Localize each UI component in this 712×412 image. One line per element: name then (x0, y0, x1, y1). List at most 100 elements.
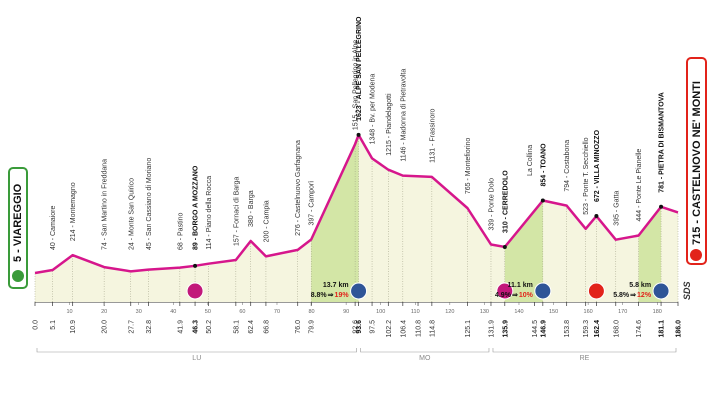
x-tick-label: 135.9 (502, 320, 509, 338)
x-tick-label: 41.9 (177, 320, 184, 334)
x-tick-label: 162.4 (594, 320, 601, 338)
x-tick-label: 174.6 (636, 320, 643, 338)
x-minor-label: 90 (343, 309, 349, 315)
x-minor-label: 150 (549, 309, 558, 315)
x-tick-label: 32.8 (146, 320, 153, 334)
waypoint-label: 397 - Camporì (309, 181, 316, 226)
x-minor-label: 170 (618, 309, 627, 315)
x-minor-label: 50 (205, 309, 211, 315)
x-tick-label: 27.7 (128, 320, 135, 334)
x-tick-label: 46.3 (193, 320, 200, 334)
waypoint-label: 114 - Piano della Rocca (206, 176, 213, 250)
region-bracket (36, 348, 357, 353)
waypoint-label: 1623 - ALPE SAN PELLEGRINO (356, 16, 363, 121)
x-tick-label: 146.9 (540, 320, 547, 338)
x-minor-label: 100 (376, 309, 385, 315)
finish-icon (690, 249, 702, 261)
x-tick-label: 102.2 (386, 320, 393, 338)
x-minor-label: 30 (136, 309, 142, 315)
finish-box (686, 57, 707, 265)
x-minor-label: 40 (170, 309, 176, 315)
waypoint-label: 89 - BORGO A MOZZANO (193, 165, 200, 250)
waypoint-dot (356, 132, 361, 137)
gradient-max: 12% (637, 292, 652, 299)
waypoint-label: 444 - Ponte Le Pianelle (636, 149, 643, 222)
climb-gradient: 5.8%⇒12% (613, 292, 652, 299)
x-tick-label: 125.1 (465, 320, 472, 338)
climb-length: 11.1 km (508, 282, 533, 289)
x-minor-label: 20 (101, 309, 107, 315)
waypoint-label: 74 - San Martino in Freddana (102, 159, 109, 250)
x-tick-label: 79.9 (309, 320, 316, 334)
sprint-icon (496, 282, 514, 300)
x-tick-label: 106.4 (400, 320, 407, 338)
waypoint-label: 1515 - San Pellegrino in Alpe (353, 40, 360, 130)
start-label: 5 - VIAREGGIO (12, 183, 24, 262)
region-bracket (360, 348, 490, 353)
x-minor-label: 60 (239, 309, 245, 315)
gradient-arrow: ⇒ (630, 292, 636, 299)
x-tick-label: 5.1 (50, 320, 57, 330)
waypoint-dot (193, 263, 198, 268)
x-tick-label: 92.6 (353, 320, 360, 334)
waypoint-label: 1146 - Madonna di Pietravolta (400, 69, 407, 162)
kom-icon (652, 282, 670, 300)
waypoint-label: 781 - PIETRA DI BISMANTOVA (659, 92, 666, 193)
waypoint-dot (594, 214, 599, 219)
gradient-avg: 4.9% (495, 292, 512, 299)
x-tick-label: 76.0 (295, 320, 302, 334)
x-minor-label: 160 (584, 309, 593, 315)
x-tick-label: 168.0 (613, 320, 620, 338)
waypoint-label: 523 - Ponte T. Secchiello (583, 137, 590, 214)
x-tick-label: 181.1 (659, 320, 666, 338)
waypoint-label: La Collina (527, 145, 534, 176)
x-tick-label: 114.8 (429, 320, 436, 337)
x-tick-label: 144.5 (532, 320, 539, 338)
x-tick-label: 10.9 (70, 320, 77, 334)
waypoint-label: 1348 - Bv. per Modena (370, 74, 377, 145)
logo: SDS (682, 281, 692, 300)
gradient-max: 19% (335, 292, 350, 299)
waypoint-label: 214 - Montemagno (70, 182, 77, 241)
waypoint-label: 1131 - Frassinoro (429, 108, 436, 162)
x-tick-label: 110.8 (416, 320, 423, 337)
waypoint-label: 854 - TOANO (540, 143, 547, 187)
x-minor-label: 10 (67, 309, 73, 315)
waypoint-dot (502, 244, 507, 249)
region-label: RE (580, 355, 590, 362)
waypoint-label: 68 - Pastino (177, 213, 184, 250)
x-tick-label: 0.0 (33, 320, 40, 330)
x-tick-label: 93.6 (356, 320, 363, 334)
waypoint-dot (659, 204, 664, 209)
gradient-avg: 5.8% (613, 292, 630, 299)
waypoint-label: 1215 - Piandelagotti (386, 93, 393, 156)
x-minor-label: 110 (411, 309, 420, 315)
x-minor-label: 70 (274, 309, 280, 315)
start-box (8, 167, 28, 289)
waypoint-label: 339 - Ponte Dolo (488, 178, 495, 231)
x-tick-label: 66.8 (263, 320, 270, 334)
climb-gradient: 8.8%⇒19% (311, 292, 350, 299)
kom-icon (534, 282, 552, 300)
x-tick-label: 97.5 (370, 320, 377, 334)
waypoint-label: 794 - Costabona (564, 140, 571, 192)
waypoint-label: 24 - Monte San Quirico (128, 178, 135, 250)
waypoint-label: 157 - Fornaci di Barga (233, 177, 240, 246)
x-tick-label: 131.9 (488, 320, 495, 338)
waypoint-label: 276 - Castelnuovo Garfagnana (295, 140, 302, 236)
waypoint-label: 45 - San Cassiano di Moriano (146, 158, 153, 250)
waypoint-label: 672 - VILLA MINOZZO (594, 129, 601, 202)
x-tick-label: 186.0 (676, 320, 683, 338)
climb-area (504, 134, 543, 302)
climb-length: 5.8 km (629, 282, 651, 289)
gradient-avg: 8.8% (311, 292, 328, 299)
x-minor-label: 180 (653, 309, 662, 315)
region-label: LU (192, 355, 201, 362)
waypoint-dot (540, 198, 545, 203)
finish-label: 715 - CASTELNOVO NE' MONTI (691, 81, 703, 245)
climb-area (311, 134, 359, 302)
x-tick-label: 58.1 (233, 320, 240, 334)
region-bracket (492, 348, 677, 353)
gradient-arrow: ⇒ (328, 292, 334, 299)
